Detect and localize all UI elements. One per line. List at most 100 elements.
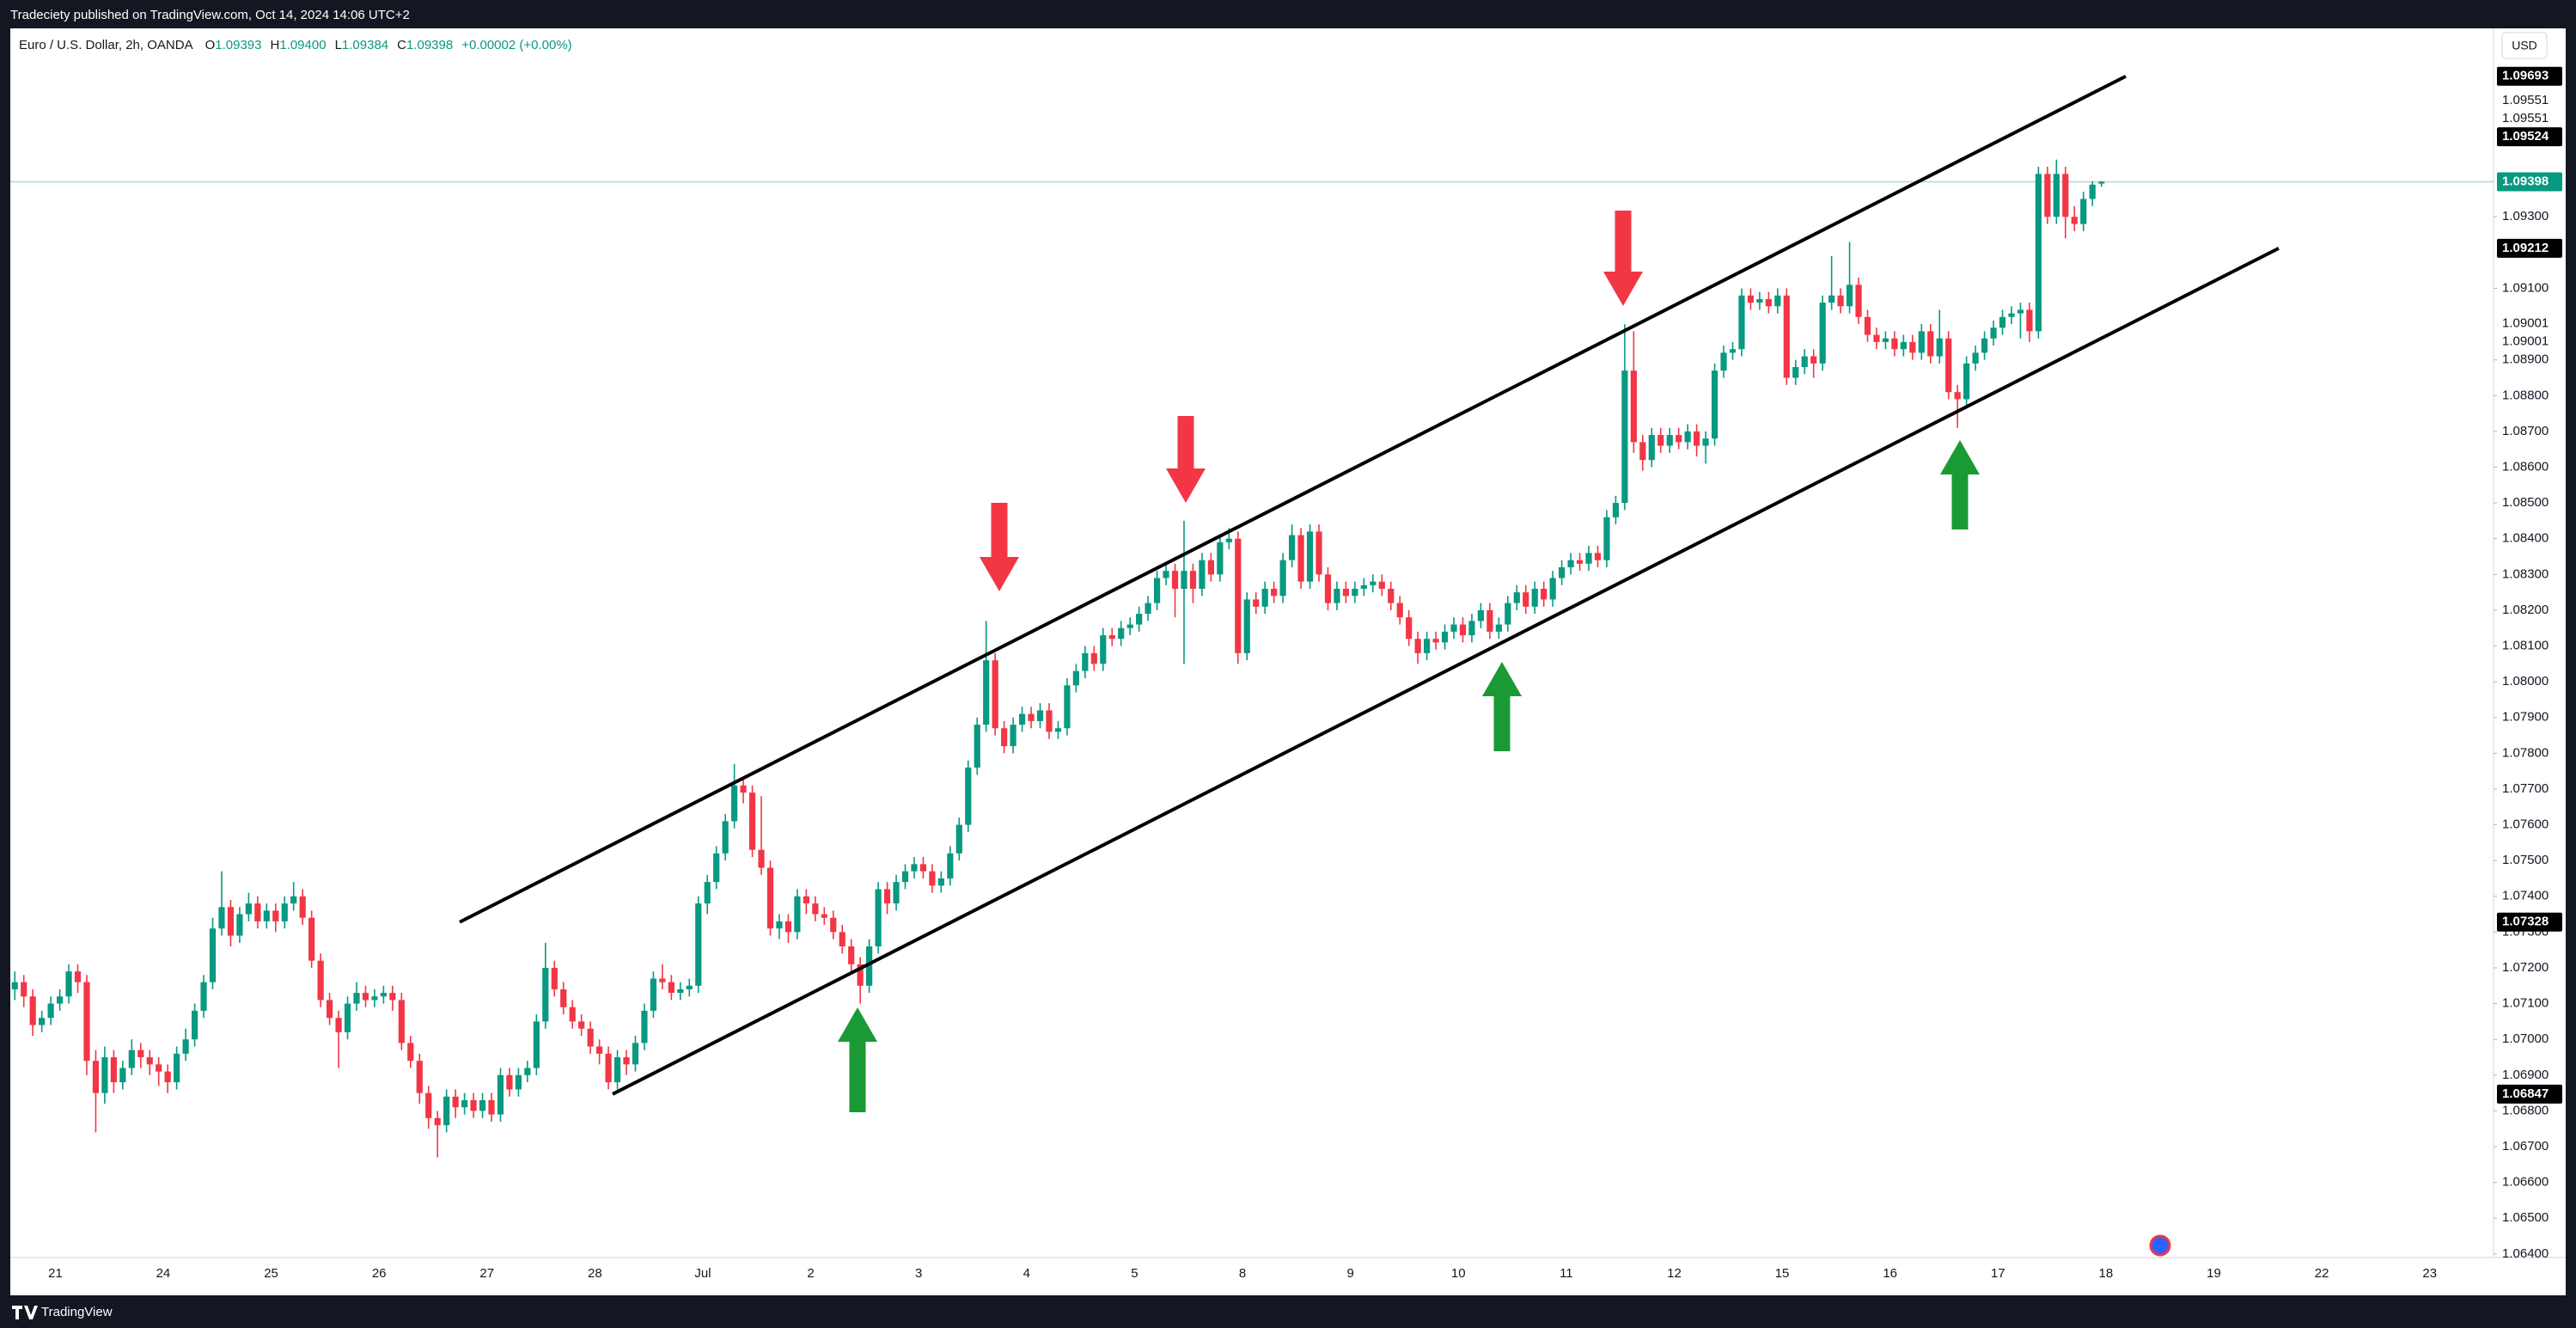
candle-body — [245, 903, 252, 915]
candle-body — [1486, 609, 1493, 632]
candle-body — [686, 985, 693, 989]
x-tick-label: Jul — [694, 1266, 711, 1281]
arrow-up — [1482, 662, 1522, 751]
change: +0.00002 (+0.00%) — [461, 38, 571, 52]
candle-body — [1657, 435, 1664, 446]
candle-body — [2062, 174, 2069, 217]
axis-price-box — [2497, 172, 2562, 192]
candle-body — [1513, 592, 1520, 603]
candle-body — [883, 889, 891, 904]
candle-body — [2008, 313, 2015, 317]
ohlc-label: O — [205, 38, 216, 52]
candle-body — [677, 988, 684, 994]
candle-body — [506, 1074, 513, 1090]
axis-price-box — [2497, 1084, 2562, 1104]
candle-body — [1459, 624, 1467, 636]
candle-body — [965, 767, 972, 825]
candle-body — [992, 660, 998, 729]
candle-body — [1936, 338, 1943, 357]
candle-body — [2026, 309, 2033, 332]
candle-body — [281, 903, 288, 921]
candle-body — [893, 882, 900, 904]
candle-body — [1378, 581, 1385, 589]
candle-body — [784, 921, 792, 933]
candle-body — [1126, 624, 1133, 628]
candle-body — [479, 1099, 486, 1111]
candle-body — [1855, 285, 1862, 317]
ohlc-value: 1.09384 — [342, 38, 388, 52]
candle-body — [937, 878, 944, 886]
candle-body — [425, 1092, 432, 1118]
axis-price-label: 1.09001 — [2502, 316, 2549, 331]
candle-body — [137, 1050, 144, 1058]
candle-body — [1702, 438, 1709, 446]
candle-body — [21, 982, 27, 997]
candle-body — [1918, 331, 1925, 353]
candle-body — [1729, 349, 1737, 353]
candle-body — [353, 993, 360, 1004]
candle-body — [1334, 588, 1340, 603]
candle-body — [488, 1099, 495, 1115]
candle-body — [1108, 635, 1115, 640]
x-tick-label: 5 — [1131, 1266, 1138, 1281]
currency-button[interactable] — [2501, 32, 2548, 59]
candle-body — [1271, 588, 1278, 597]
candle-body — [1666, 435, 1673, 446]
axis-price-box-label: 1.07328 — [2502, 915, 2549, 929]
candle-body — [1261, 588, 1268, 607]
brand: TradingView — [41, 1305, 113, 1319]
y-tick-label: 1.07000 — [2502, 1031, 2549, 1046]
candle-body — [1450, 624, 1457, 632]
candle-body — [1684, 431, 1691, 443]
candle-body — [1163, 571, 1169, 578]
x-tick-label: 8 — [1239, 1266, 1246, 1281]
candle-body — [1118, 627, 1125, 640]
candle-body — [326, 1000, 333, 1019]
candle-body — [1810, 356, 1817, 364]
x-tick-label: 2 — [807, 1266, 814, 1281]
currency[interactable]: USD — [2512, 39, 2537, 52]
candle-body — [1477, 609, 1485, 621]
y-tick-label: 1.08600 — [2502, 459, 2549, 474]
candle-body — [1576, 560, 1584, 564]
candle-body — [659, 978, 666, 982]
candle-body — [1981, 338, 1988, 353]
candle-body — [1531, 588, 1538, 607]
candle-body — [1018, 713, 1026, 725]
candle-body — [1235, 538, 1242, 653]
candle-body — [56, 996, 64, 1004]
candle-body — [1523, 592, 1529, 607]
candle-body — [1909, 341, 1916, 353]
candle-body — [1828, 295, 1835, 303]
candle-body — [1963, 363, 1970, 400]
y-tick-label: 1.06500 — [2502, 1210, 2549, 1225]
y-tick-label: 1.07600 — [2502, 817, 2549, 832]
candle-body — [182, 1039, 189, 1054]
candle-body — [812, 903, 819, 915]
candle-body — [830, 917, 837, 933]
candle-body — [1324, 574, 1332, 603]
candle-body — [1900, 341, 1907, 350]
candle-body — [1541, 588, 1547, 600]
candle-body — [1972, 352, 1979, 364]
candle-body — [1199, 560, 1206, 589]
candle-body — [1612, 503, 1620, 517]
candle-body — [452, 1096, 459, 1108]
candle-body — [1388, 588, 1395, 603]
candle-body — [1036, 710, 1044, 721]
candle-body — [236, 914, 243, 936]
candle-body — [1468, 621, 1475, 636]
candle-body — [1315, 531, 1322, 575]
axis-price-box-label: 1.09524 — [2502, 129, 2549, 144]
replay-icon[interactable] — [2149, 1234, 2171, 1257]
candle-body — [299, 896, 306, 918]
candle-body — [1648, 435, 1655, 461]
candle-body — [39, 1018, 46, 1025]
candle-body — [1765, 298, 1772, 307]
x-tick-label: 10 — [1451, 1266, 1466, 1281]
candle-body — [1181, 571, 1187, 589]
logo-mark — [12, 1306, 38, 1319]
candle-body — [371, 996, 378, 1001]
x-tick-label: 21 — [48, 1266, 63, 1281]
x-tick-label: 19 — [2207, 1266, 2221, 1281]
